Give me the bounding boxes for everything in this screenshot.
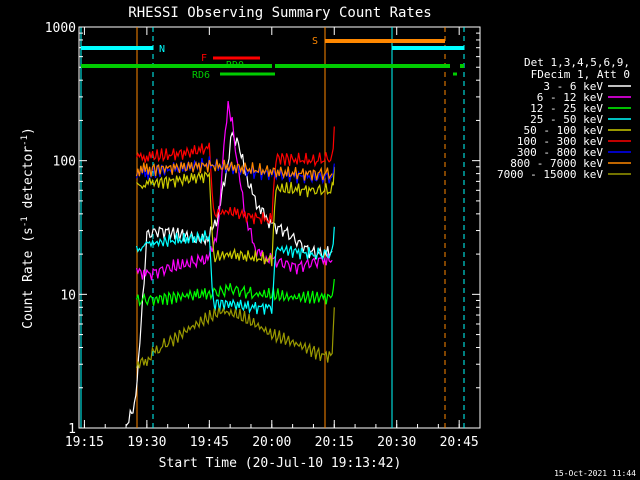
bar-label-rd6: RD6 xyxy=(192,70,210,81)
y-label-end: ) xyxy=(21,127,36,135)
series-line-3 xyxy=(135,226,335,315)
plot-frame xyxy=(78,26,481,429)
series-2 xyxy=(135,279,335,307)
series-3 xyxy=(135,226,335,315)
x-axis-ticks: 19:15 19:30 19:45 20:00 20:15 20:30 20:45 xyxy=(65,27,481,450)
x-tick-label-5: 20:30 xyxy=(377,435,416,450)
legend-header-1: FDecim 1, Att 0 xyxy=(531,68,630,81)
series-line-8 xyxy=(135,306,335,369)
legend-header-0: Det 1,3,4,5,6,9, xyxy=(524,56,630,69)
y-tick-label-3: 1000 xyxy=(45,21,76,36)
bar-label-rd0: RD0 xyxy=(226,60,244,71)
series-line-2 xyxy=(135,279,335,307)
series-line-7 xyxy=(135,159,333,181)
x-tick-label-1: 19:30 xyxy=(127,435,166,450)
x-tick-label-3: 20:00 xyxy=(252,435,291,450)
legend-label-8: 7000 - 15000 keV xyxy=(497,168,603,181)
series-5 xyxy=(135,126,335,225)
legend-label-7: 800 - 7000 keV xyxy=(510,157,603,170)
bar-label-f: F xyxy=(201,53,207,64)
y-label-main: Count Rate (s xyxy=(21,227,36,329)
series-line-5 xyxy=(135,126,335,225)
series-line-0 xyxy=(125,131,333,427)
series-4 xyxy=(136,166,335,267)
legend-label-6: 300 - 800 keV xyxy=(517,146,603,159)
series-8 xyxy=(135,306,335,369)
y-label-sup1: -1 xyxy=(20,216,30,227)
legend-label-0: 3 - 6 keV xyxy=(543,80,603,93)
y-tick-label-1: 10 xyxy=(60,288,76,303)
legend-label-4: 50 - 100 keV xyxy=(524,124,604,137)
series-line-1 xyxy=(135,101,333,281)
legend-label-2: 12 - 25 keV xyxy=(530,102,603,115)
y-tick-label-2: 100 xyxy=(53,155,76,170)
x-tick-label-0: 19:15 xyxy=(65,435,104,450)
status-bars: N F RD0 RD6 S xyxy=(81,36,464,81)
bar-label-n: N xyxy=(159,44,165,55)
bar-label-s: S xyxy=(312,36,318,47)
y-axis-ticks: 1 10 100 1000 xyxy=(45,21,480,437)
series-1 xyxy=(135,101,333,281)
legend: Det 1,3,4,5,6,9,FDecim 1, Att 03 - 6 keV… xyxy=(497,56,631,181)
y-tick-label-0: 1 xyxy=(68,422,76,437)
series-line-4 xyxy=(136,166,335,267)
timestamp: 15-Oct-2021 11:44 xyxy=(554,469,636,478)
legend-label-5: 100 - 300 keV xyxy=(517,135,603,148)
legend-label-1: 6 - 12 keV xyxy=(537,91,604,104)
series-0 xyxy=(125,131,333,427)
chart-title: RHESSI Observing Summary Count Rates xyxy=(128,5,431,21)
y-label-mid: detector xyxy=(21,146,36,217)
y-axis-label: Count Rate (s-1 detector-1) xyxy=(20,127,36,329)
series-7 xyxy=(135,159,333,181)
x-tick-label-6: 20:45 xyxy=(440,435,479,450)
series-layer xyxy=(125,101,335,427)
x-axis-label: Start Time (20-Jul-10 19:13:42) xyxy=(159,456,402,471)
y-label-sup2: -1 xyxy=(20,135,30,146)
x-tick-label-2: 19:45 xyxy=(190,435,229,450)
legend-label-3: 25 - 50 keV xyxy=(530,113,603,126)
x-tick-label-4: 20:15 xyxy=(315,435,354,450)
orbit-markers xyxy=(80,27,465,428)
